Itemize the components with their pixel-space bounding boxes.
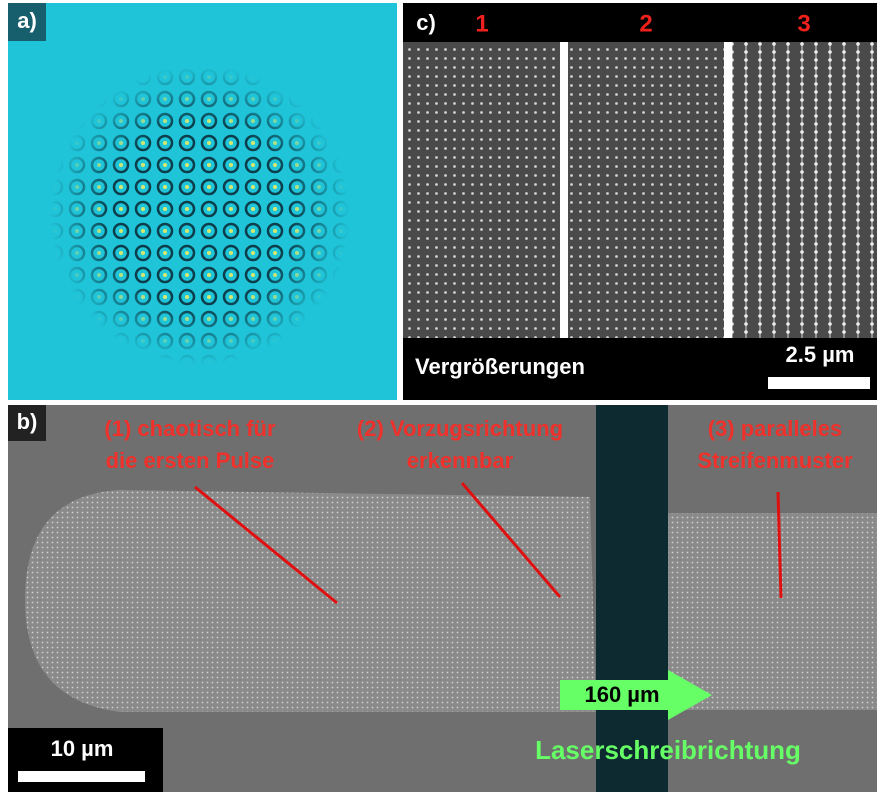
zoom-3 bbox=[732, 42, 877, 338]
separator bbox=[560, 42, 568, 338]
annotation: Streifenmuster bbox=[697, 448, 853, 473]
laser-track bbox=[668, 513, 877, 710]
panel-label: b) bbox=[17, 409, 38, 434]
arrow-label: 160 µm bbox=[584, 682, 659, 707]
laser-track bbox=[25, 490, 596, 712]
panel-c: c) 1 2 3 Vergrößerungen 2.5 µm bbox=[403, 3, 877, 400]
separator bbox=[724, 42, 732, 338]
annotation: (2) Vorzugsrichtung bbox=[357, 416, 563, 441]
scale-bar bbox=[18, 771, 145, 782]
scale-bar-label: 10 µm bbox=[51, 736, 114, 761]
zoom-2 bbox=[568, 42, 724, 338]
scale-bar bbox=[768, 377, 870, 389]
panel-label: a) bbox=[17, 8, 37, 33]
panel-b: b) (1) chaotisch für die ersten Pulse (2… bbox=[8, 405, 877, 792]
column-label: 1 bbox=[475, 10, 488, 37]
annotation: die ersten Pulse bbox=[106, 448, 275, 473]
panel-a: a) bbox=[8, 3, 397, 400]
zoom-1 bbox=[403, 42, 560, 338]
scale-bar-label: 2.5 µm bbox=[786, 342, 855, 367]
annotation: (1) chaotisch für bbox=[104, 416, 276, 441]
annotation: erkennbar bbox=[407, 448, 514, 473]
annotation: (3) paralleles bbox=[708, 416, 843, 441]
column-label: 3 bbox=[797, 10, 810, 37]
figure: a) c) 1 2 3 Vergrößerungen 2.5 µm b) (1)… bbox=[0, 0, 877, 792]
caption: Vergrößerungen bbox=[415, 354, 585, 379]
column-label: 2 bbox=[639, 10, 652, 37]
panel-label: c) bbox=[416, 10, 436, 35]
interference-pattern bbox=[40, 60, 360, 370]
direction-label: Laserschreibrichtung bbox=[535, 735, 801, 765]
